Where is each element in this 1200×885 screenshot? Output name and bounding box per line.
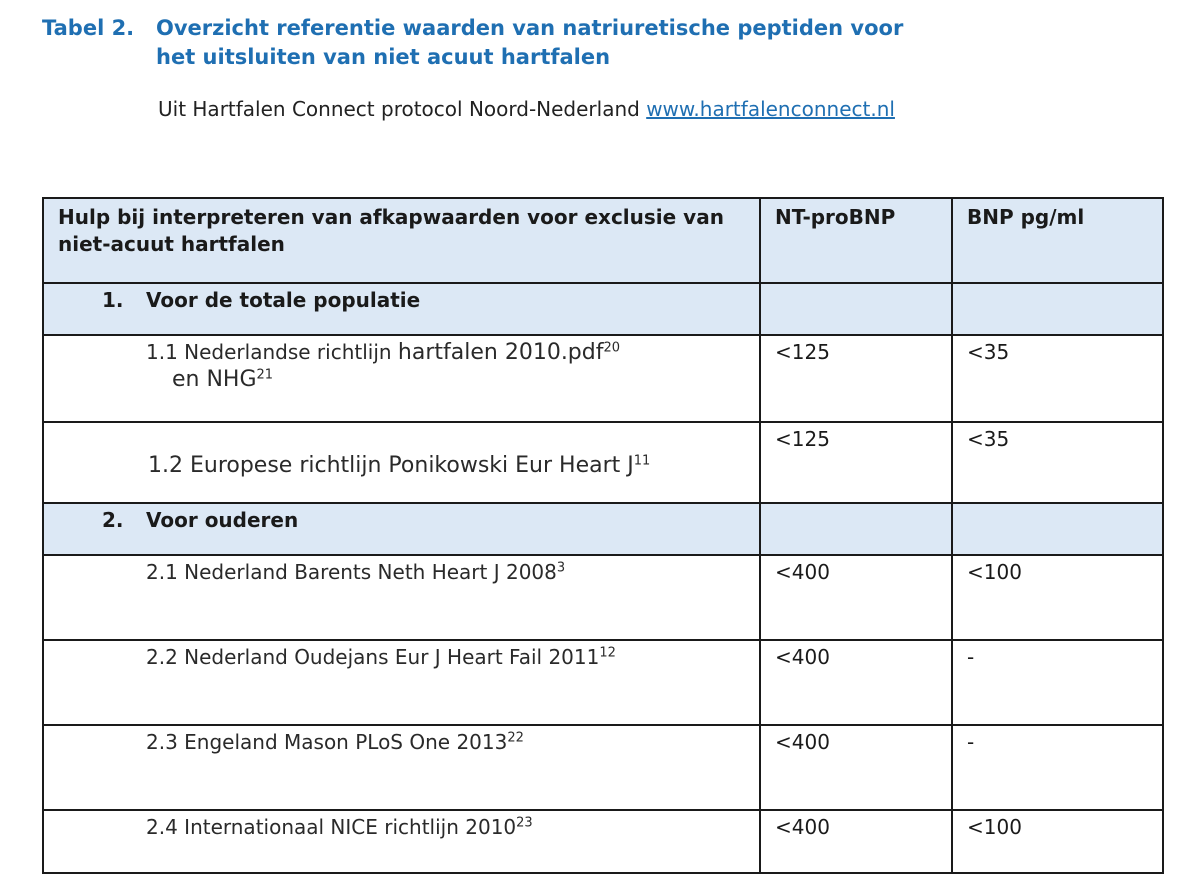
row-label: 2.3 Engeland Mason PLoS One 2013 (146, 730, 508, 754)
footnote-ref: 3 (556, 560, 566, 576)
ntprobnp-value: <400 (759, 639, 953, 726)
bnp-value: - (951, 724, 1164, 811)
bnp-value: - (951, 639, 1164, 726)
source-link[interactable]: www.hartfalenconnect.nl (646, 97, 895, 121)
table-row-1-2: 1.2 Europese richtlijn Ponikowski Eur He… (42, 421, 1164, 504)
row-label-emph: hartfalen 2010.pdf (397, 340, 604, 365)
table-row-2-3: 2.3 Engeland Mason PLoS One 201322 <400 … (42, 724, 1164, 811)
table-row-2-2: 2.2 Nederland Oudejans Eur J Heart Fail … (42, 639, 1164, 726)
table-row-1-1: 1.1 Nederlandse richtlijn hartfalen 2010… (42, 334, 1164, 423)
section-number: 1. (102, 288, 124, 312)
row-label: 2.1 Nederland Barents Neth Heart J 2008 (146, 560, 557, 584)
section-cell-empty (951, 502, 1164, 556)
section-label: Voor ouderen (146, 508, 299, 532)
source-line: Uit Hartfalen Connect protocol Noord-Ned… (158, 95, 895, 123)
header-cell-bnp: BNP pg/ml (951, 197, 1164, 284)
bnp-value: <100 (951, 809, 1164, 874)
footnote-ref: 20 (603, 340, 621, 356)
row-label: 1.2 Europese richtlijn Ponikowski Eur He… (148, 453, 634, 478)
footnote-ref: 22 (507, 730, 524, 746)
bnp-value: <100 (951, 554, 1164, 641)
caption-title-1: Overzicht referentie waarden van natriur… (156, 16, 904, 40)
bnp-value: <35 (951, 334, 1164, 423)
row-label: 2.2 Nederland Oudejans Eur J Heart Fail … (146, 645, 600, 669)
row-label-cell: 1.1 Nederlandse richtlijn hartfalen 2010… (42, 334, 761, 423)
section-row-total-population: 1. Voor de totale populatie (42, 282, 1164, 336)
ntprobnp-value: <125 (759, 421, 953, 504)
caption-label: Tabel 2. (42, 16, 135, 40)
ntprobnp-value: <400 (759, 554, 953, 641)
section-cell: 1. Voor de totale populatie (42, 282, 761, 336)
row-label-cell: 2.4 Internationaal NICE richtlijn 201023 (42, 809, 761, 874)
row-label-cell: 2.1 Nederland Barents Neth Heart J 20083 (42, 554, 761, 641)
row-label-line2: en NHG (172, 367, 257, 392)
source-text: Uit Hartfalen Connect protocol Noord-Ned… (158, 97, 640, 121)
bnp-value: <35 (951, 421, 1164, 504)
section-cell-empty (759, 282, 953, 336)
row-label: 1.1 Nederlandse richtlijn (146, 340, 392, 364)
ntprobnp-value: <400 (759, 809, 953, 874)
table-header-row: Hulp bij interpreteren van afkapwaarden … (42, 197, 1164, 284)
caption-title-2: het uitsluiten van niet acuut hartfalen (156, 45, 611, 69)
section-number: 2. (102, 508, 124, 532)
footnote-ref: 11 (633, 453, 651, 469)
footnote-ref: 12 (599, 645, 616, 661)
header-cell-description: Hulp bij interpreteren van afkapwaarden … (42, 197, 761, 284)
section-row-elderly: 2. Voor ouderen (42, 502, 1164, 556)
footnote-ref: 23 (516, 815, 533, 831)
section-cell-empty (951, 282, 1164, 336)
table-row-2-4: 2.4 Internationaal NICE richtlijn 201023… (42, 809, 1164, 874)
caption-line-1: Tabel 2. Overzicht referentie waarden van… (42, 14, 1142, 43)
reference-table: Hulp bij interpreteren van afkapwaarden … (42, 197, 1164, 874)
row-label-cell: 2.2 Nederland Oudejans Eur J Heart Fail … (42, 639, 761, 726)
header-cell-ntprobnp: NT-proBNP (759, 197, 953, 284)
ntprobnp-value: <125 (759, 334, 953, 423)
ntprobnp-value: <400 (759, 724, 953, 811)
table-caption: Tabel 2. Overzicht referentie waarden van… (42, 14, 1142, 72)
section-cell-empty (759, 502, 953, 556)
section-cell: 2. Voor ouderen (42, 502, 761, 556)
table-row-2-1: 2.1 Nederland Barents Neth Heart J 20083… (42, 554, 1164, 641)
row-label: 2.4 Internationaal NICE richtlijn 2010 (146, 815, 517, 839)
section-label: Voor de totale populatie (146, 288, 421, 312)
row-label-cell: 2.3 Engeland Mason PLoS One 201322 (42, 724, 761, 811)
footnote-ref: 21 (256, 367, 274, 383)
row-label-cell: 1.2 Europese richtlijn Ponikowski Eur He… (42, 421, 761, 504)
